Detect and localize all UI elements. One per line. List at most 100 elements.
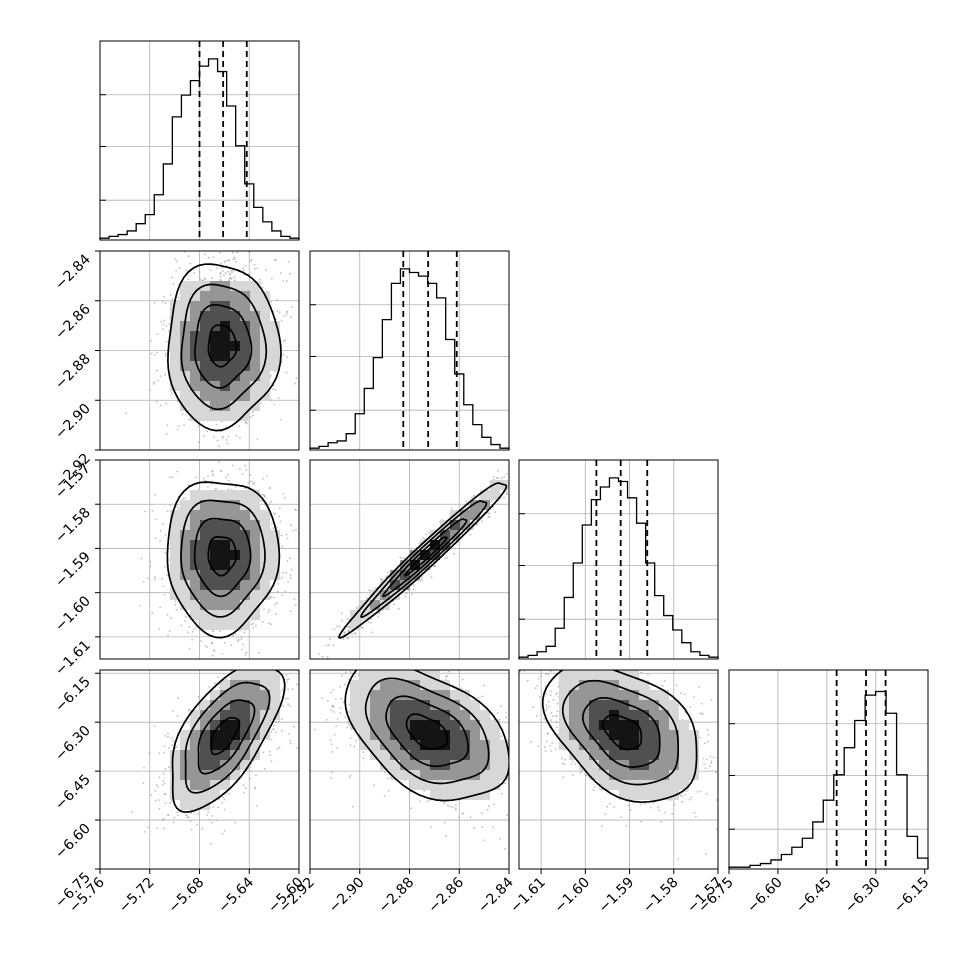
scatter-point [150, 339, 152, 342]
density-cell [230, 381, 240, 391]
density-cell [250, 401, 260, 411]
density-cell [470, 510, 480, 520]
scatter-point [253, 481, 256, 484]
contour-line [207, 535, 238, 577]
scatter-point [174, 258, 177, 261]
scatter-point [154, 799, 157, 802]
panel-content [100, 251, 299, 450]
density-cell [250, 321, 260, 331]
scatter-point [228, 479, 230, 482]
density-cell [220, 311, 230, 321]
scatter-point [168, 330, 170, 333]
scatter-point [274, 370, 276, 373]
density-cell [210, 371, 220, 381]
scatter-point [171, 476, 174, 478]
density-cell [240, 510, 250, 520]
scatter-point [182, 497, 185, 500]
scatter-point [161, 577, 164, 580]
scatter-point [171, 392, 173, 395]
scatter-point [155, 400, 158, 403]
scatter-point [244, 264, 247, 267]
scatter-point [188, 647, 191, 650]
scatter-point [154, 537, 157, 539]
scatter-point [296, 683, 298, 686]
density-cell [220, 500, 230, 510]
scatter-point [378, 611, 381, 614]
scatter-point [480, 520, 483, 523]
scatter-point [246, 422, 248, 425]
scatter-point [342, 638, 345, 641]
scatter-point [348, 625, 350, 628]
scatter-point [423, 538, 426, 540]
scatter-point [276, 526, 278, 529]
scatter-point [215, 819, 218, 822]
scatter-point [232, 258, 235, 261]
density-cell [230, 620, 240, 630]
scatter-point [239, 436, 241, 439]
density-cell [490, 480, 500, 490]
density-cell [180, 510, 190, 520]
histogram-bars [309, 268, 510, 450]
scatter-point [341, 619, 344, 622]
scatter-point [240, 636, 243, 639]
scatter-point [212, 630, 215, 633]
density-cell [180, 291, 190, 301]
scatter-point [272, 388, 274, 391]
density-cell [170, 381, 180, 391]
density-cell [350, 620, 360, 630]
density-cell [230, 371, 240, 381]
density-cell [200, 361, 210, 371]
scatter-point [162, 323, 165, 326]
density-cell [190, 361, 200, 371]
density-cell [250, 540, 260, 550]
scatter-point [228, 273, 231, 276]
scatter-point [198, 271, 201, 273]
scatter-point [206, 430, 209, 433]
density-cell [200, 291, 210, 301]
density-cell [230, 520, 240, 530]
scatter-point [153, 725, 156, 727]
scatter-point [234, 633, 237, 635]
density-cell [190, 391, 200, 401]
scatter-point [282, 704, 284, 707]
scatter-point [195, 620, 198, 623]
scatter-point [269, 487, 271, 490]
density-cell [240, 321, 250, 331]
density-cell [190, 510, 200, 520]
scatter-point [215, 487, 217, 490]
scatter-point [270, 399, 272, 401]
density-cell [370, 600, 380, 610]
scatter-point [165, 341, 168, 343]
scatter-point [262, 477, 264, 480]
scatter-point [366, 597, 368, 600]
density-cell [410, 570, 420, 580]
density-cell [170, 361, 180, 371]
scatter-point [289, 610, 292, 613]
panel-content [100, 670, 299, 869]
density-cell [210, 530, 220, 540]
density-cell [210, 281, 220, 291]
scatter-point [227, 435, 230, 438]
scatter-point [211, 470, 213, 473]
density-cell [210, 500, 220, 510]
scatter-point [227, 488, 230, 491]
density-cell [250, 351, 260, 361]
scatter-point [144, 510, 146, 513]
scatter-point [250, 259, 253, 261]
density-cell [170, 540, 180, 550]
density-cell [230, 401, 240, 411]
scatter-point [162, 523, 164, 526]
scatter-point [418, 542, 421, 545]
scatter-point [163, 751, 166, 754]
density-cell [250, 560, 260, 570]
scatter-point [210, 641, 213, 644]
scatter-point [321, 655, 324, 658]
scatter-point [207, 475, 209, 478]
scatter-point [370, 612, 373, 615]
scatter-point [172, 282, 175, 285]
scatter-point [361, 626, 363, 628]
scatter-point [242, 643, 245, 646]
density-cell [200, 371, 210, 381]
scatter-point [392, 603, 395, 606]
scatter-point [487, 516, 490, 518]
